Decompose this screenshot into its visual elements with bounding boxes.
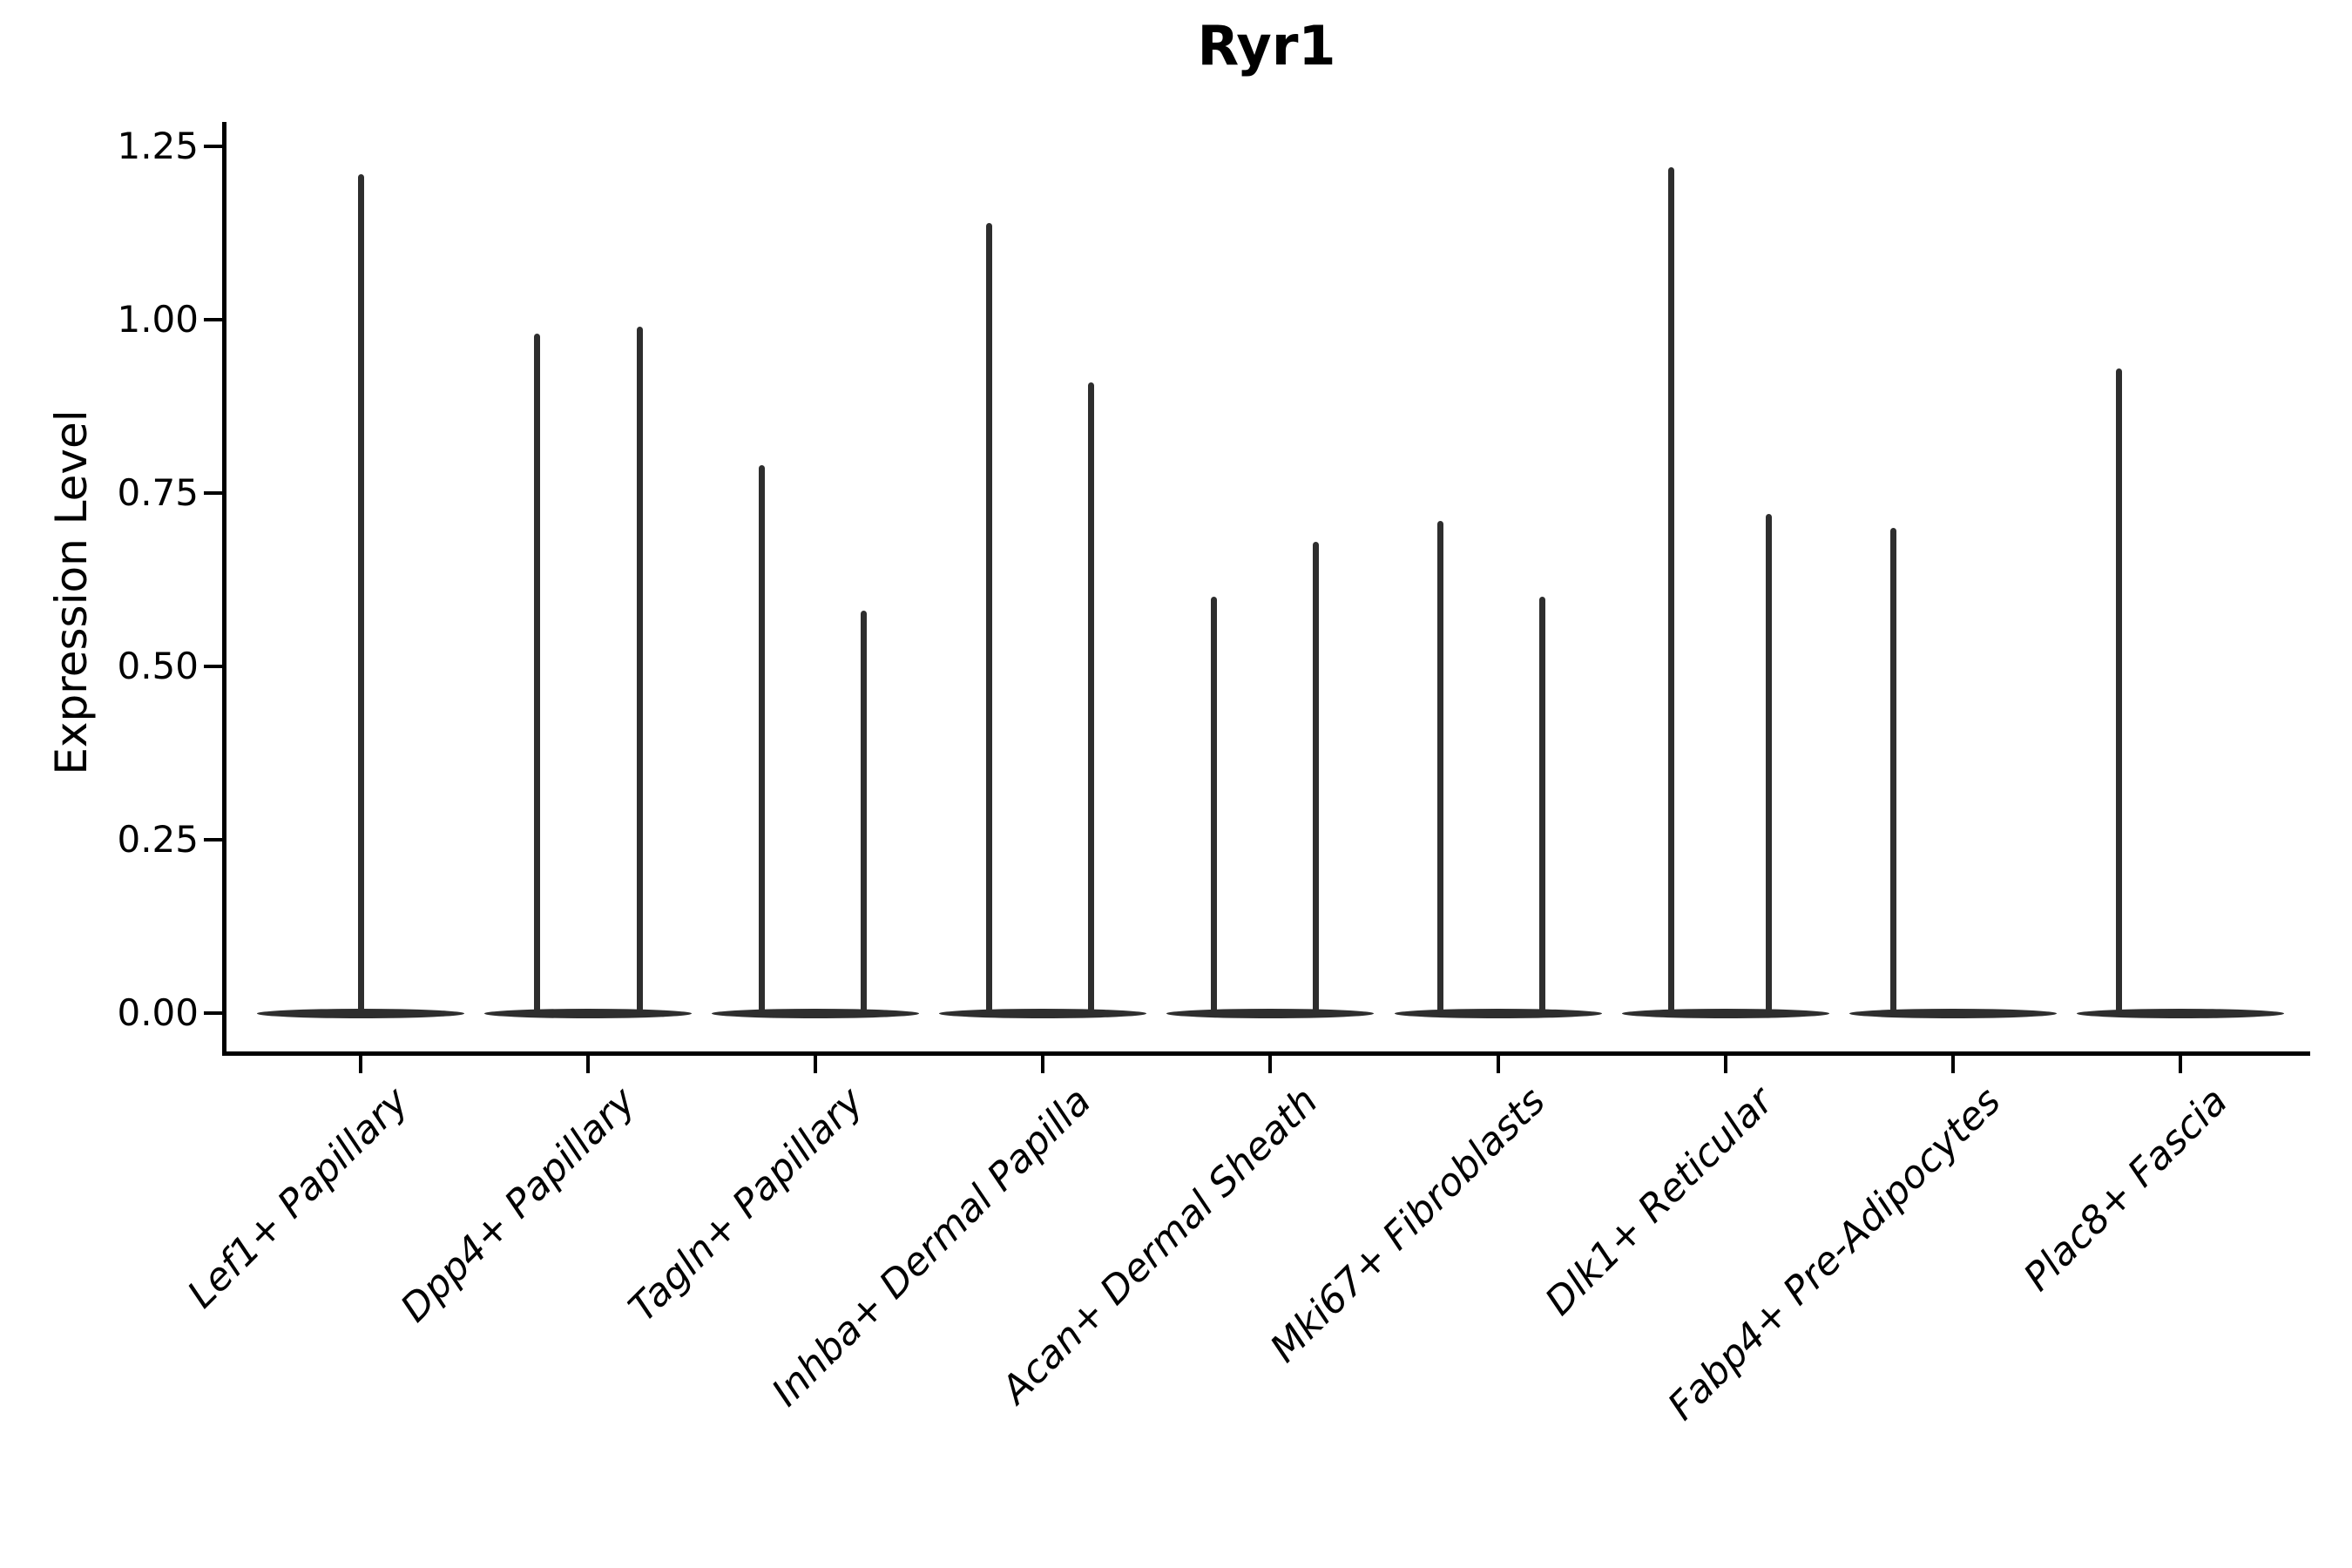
violin-base [1848, 1008, 2057, 1018]
violin-base [484, 1008, 693, 1018]
violin-base [257, 1008, 464, 1018]
y-tick-label: 0.50 [117, 645, 199, 687]
y-tick [204, 665, 222, 668]
violin-spike [1437, 520, 1443, 1013]
chart-title: Ryr1 [1197, 14, 1336, 78]
violin-spike [860, 611, 867, 1013]
x-tick [586, 1056, 591, 1073]
x-tick [359, 1056, 362, 1073]
x-tick [2178, 1056, 2182, 1073]
violin-base [1166, 1008, 1375, 1018]
violin-base [2076, 1008, 2284, 1018]
x-tick [1496, 1056, 1500, 1073]
x-tick [1723, 1056, 1727, 1073]
x-tick-label: Dlk1+ Reticular [1536, 1078, 1782, 1324]
violin-spike [533, 333, 540, 1013]
y-tick [204, 318, 222, 321]
violin-base [1621, 1008, 1829, 1018]
violin-spike [357, 173, 364, 1013]
violin-spike [1312, 541, 1319, 1013]
y-tick [204, 1011, 222, 1015]
y-axis-spine [222, 122, 226, 1056]
y-tick-label: 0.25 [117, 818, 199, 861]
violin-spike [2116, 368, 2123, 1013]
y-tick-label: 0.75 [117, 471, 199, 514]
y-tick [204, 145, 222, 148]
violin-spike [985, 222, 992, 1013]
violin-spike [1668, 166, 1675, 1013]
violin-spike [1210, 597, 1217, 1013]
y-tick-label: 0.00 [117, 991, 199, 1034]
violin-spike [1087, 382, 1094, 1013]
violin-spike [1766, 513, 1773, 1013]
y-tick-label: 1.00 [117, 298, 199, 341]
x-tick-label: Plac8+ Fascia [2016, 1078, 2237, 1300]
x-tick-label: Lef1+ Papillary [179, 1078, 417, 1317]
x-tick [1041, 1056, 1045, 1073]
violin-spike [1539, 597, 1545, 1013]
y-tick [204, 491, 222, 495]
violin-spike [636, 326, 643, 1013]
x-tick-label: Tagln+ Papillary [620, 1078, 872, 1331]
x-tick [1950, 1056, 1955, 1073]
x-tick [1268, 1056, 1273, 1073]
x-tick-label: Dpp4+ Papillary [392, 1078, 645, 1331]
violin-base [712, 1008, 920, 1018]
y-tick [204, 838, 222, 841]
violin-base [1394, 1008, 1602, 1018]
violin-spike [758, 465, 765, 1013]
violin-spike [1890, 527, 1897, 1013]
violin-base [939, 1008, 1147, 1018]
x-tick [814, 1056, 818, 1073]
x-axis-spine [222, 1051, 2310, 1056]
y-tick-label: 1.25 [117, 125, 199, 167]
